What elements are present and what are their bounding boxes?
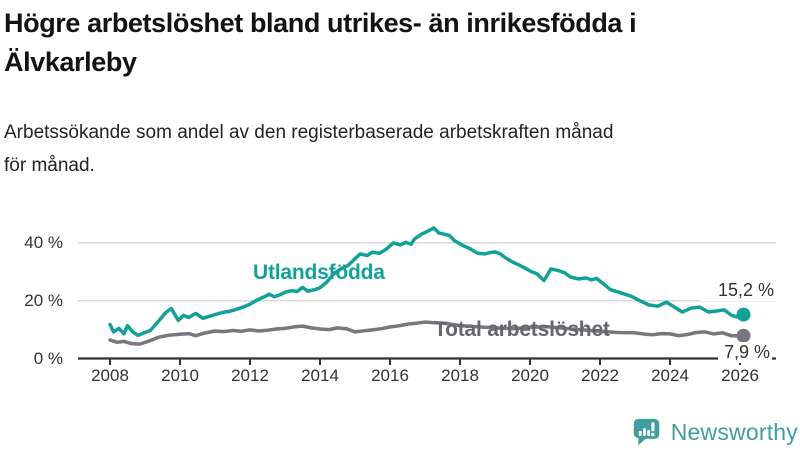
- title-line-1: Högre arbetslöshet bland utrikes- än inr…: [4, 8, 637, 38]
- chart-subtitle: Arbetssökande som andel av den registerb…: [4, 116, 794, 182]
- newsworthy-logo-text: Newsworthy: [670, 419, 798, 445]
- subtitle-line-2: för månad.: [4, 155, 95, 176]
- series-line-0: [108, 226, 746, 338]
- subtitle-line-1: Arbetssökande som andel av den registerb…: [4, 122, 614, 143]
- newsworthy-logo: Newsworthy: [631, 416, 798, 449]
- page-title: Högre arbetslöshet bland utrikes- än inr…: [4, 4, 784, 82]
- series-end-dot-1: [736, 328, 751, 343]
- newsworthy-chart-bubble-icon: [633, 418, 659, 446]
- series-line-1: [108, 320, 746, 346]
- end-value-label-utlandsfodda: 15,2 %: [700, 280, 776, 301]
- series-end-dot-0: [736, 307, 751, 322]
- series-label-utlandsfodda: Utlandsfödda: [253, 261, 385, 284]
- end-value-label-total: 7,9 %: [718, 342, 772, 363]
- title-line-2: Älvkarleby: [4, 47, 137, 77]
- series-label-total-arbetsloshet: Total arbetslöshet: [434, 318, 610, 341]
